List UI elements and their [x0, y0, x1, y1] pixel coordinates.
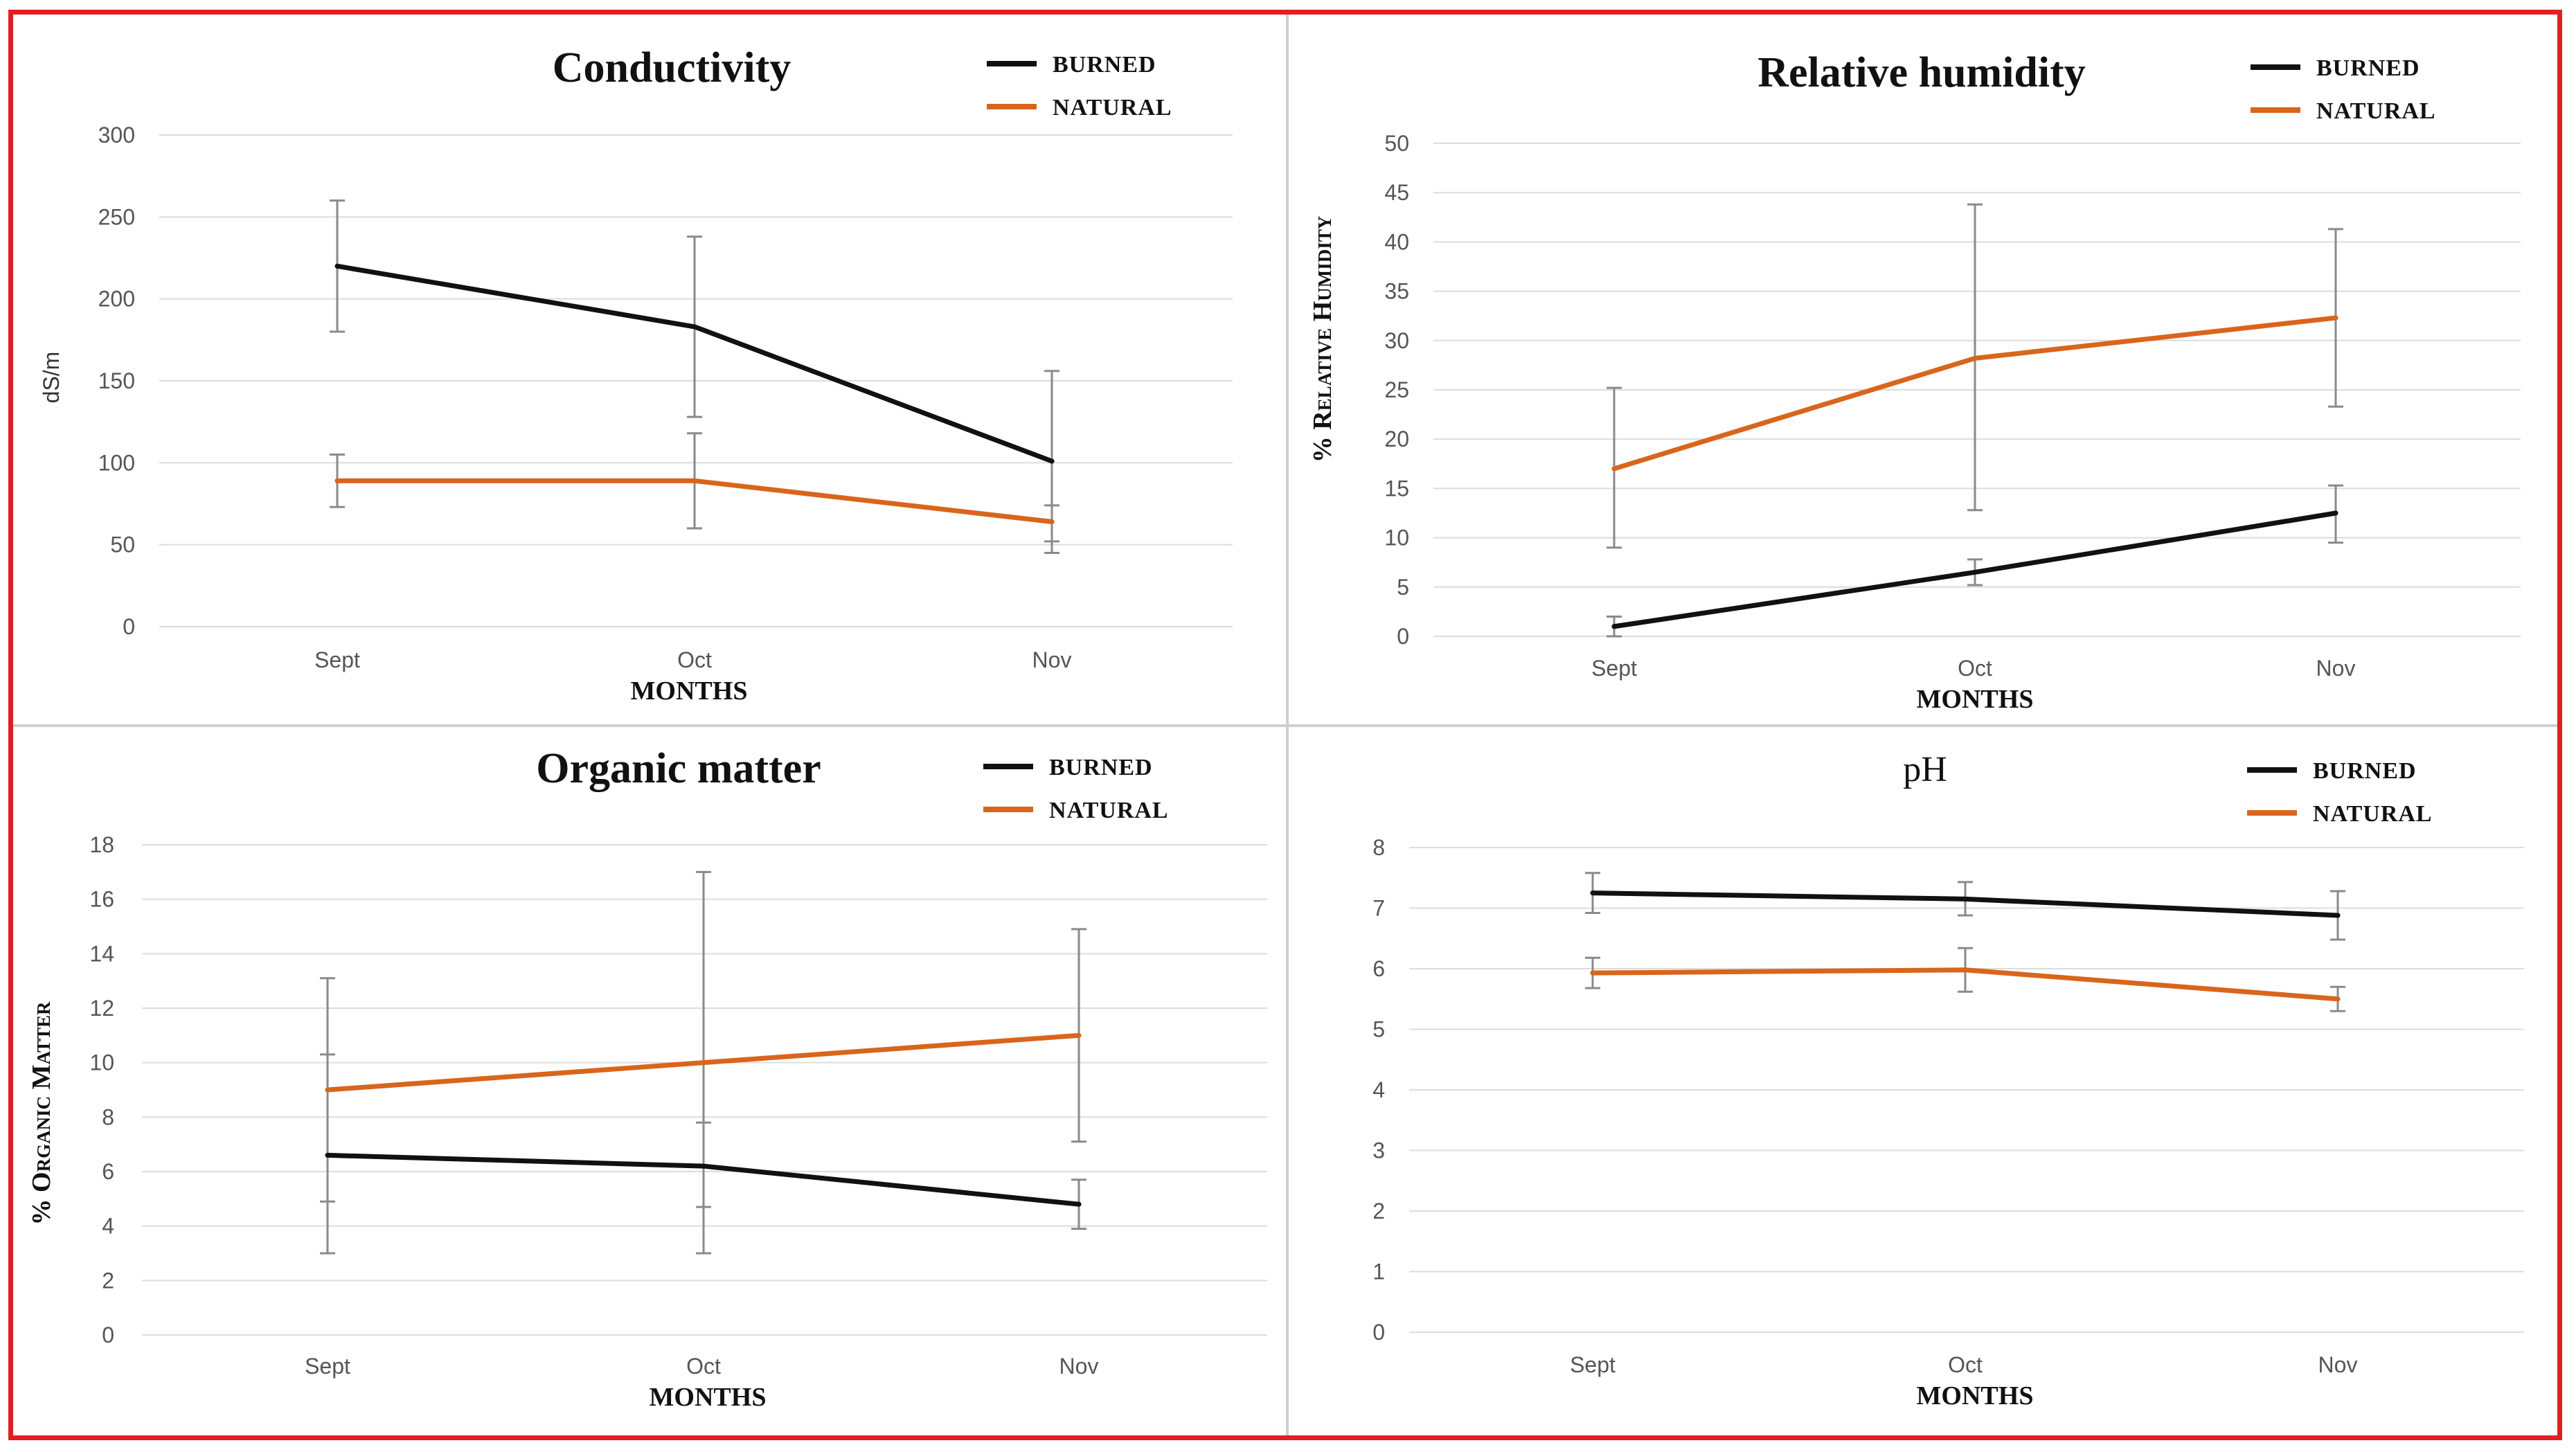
legend-label-burned: BURNED — [1053, 52, 1156, 78]
chart-title: Relative humidity — [1757, 49, 2086, 96]
data-point-burned — [334, 263, 340, 269]
legend-label-natural: NATURAL — [2316, 98, 2436, 124]
data-point-burned — [2335, 913, 2341, 918]
y-tick-label: 20 — [1384, 427, 1409, 451]
x-tick-label: Nov — [2318, 1352, 2358, 1377]
y-tick-label: 10 — [89, 1050, 114, 1075]
data-point-burned — [325, 1152, 330, 1158]
y-tick-label: 16 — [89, 887, 114, 912]
legend-label-natural: NATURAL — [2313, 801, 2433, 827]
legend-label-natural: NATURAL — [1049, 798, 1169, 823]
x-tick-label: Oct — [1948, 1352, 1983, 1377]
data-point-burned — [2333, 510, 2338, 516]
relative-humidity-chart: 0 5 10 15 20 25 30 35 40 45 50 Sept Oct Nov Relative h… — [1308, 49, 2521, 714]
y-tick-label: 8 — [1372, 835, 1385, 860]
y-tick-label: 45 — [1384, 180, 1409, 205]
data-point-natural — [1076, 1032, 1082, 1038]
y-tick-label: 300 — [98, 123, 135, 147]
horizontal-divider — [13, 724, 2557, 727]
legend-label-burned: BURNED — [2313, 758, 2417, 784]
data-point-burned — [1049, 458, 1055, 464]
x-tick-label: Nov — [1032, 647, 1072, 672]
x-tick-label: Oct — [686, 1354, 721, 1379]
data-point-natural — [1962, 967, 1968, 973]
y-tick-label: 0 — [1397, 624, 1409, 649]
data-point-burned — [692, 324, 697, 330]
data-point-natural — [2335, 996, 2341, 1002]
data-point-natural — [1611, 466, 1617, 472]
y-tick-label: 8 — [102, 1104, 114, 1129]
legend-label-burned: BURNED — [1049, 755, 1153, 780]
y-tick-label: 6 — [102, 1159, 114, 1184]
y-tick-label: 0 — [102, 1323, 114, 1347]
x-tick-label: Sept — [314, 647, 360, 672]
y-tick-label: 50 — [110, 532, 135, 557]
data-point-burned — [1962, 896, 1968, 902]
x-axis-label: MONTHS — [1917, 1381, 2034, 1410]
legend-label-natural: NATURAL — [1053, 95, 1172, 120]
y-tick-label: 250 — [98, 204, 135, 229]
y-tick-label: 6 — [1372, 956, 1385, 981]
x-axis-label: MONTHS — [650, 1383, 767, 1412]
y-tick-label: 50 — [1384, 131, 1409, 156]
x-tick-label: Nov — [1059, 1354, 1099, 1379]
data-point-natural — [334, 478, 340, 483]
chart-title: Conductivity — [553, 44, 791, 91]
chart-title: pH — [1903, 750, 1947, 789]
y-axis-label: dS/m — [39, 352, 64, 404]
data-point-natural — [1972, 355, 1978, 361]
x-tick-label: Oct — [677, 647, 712, 672]
y-tick-label: 1 — [1372, 1260, 1385, 1284]
y-tick-label: 4 — [102, 1214, 114, 1239]
conductivity-chart: 0 50 100 150 200 250 300 Sept Oct Nov Conductivity… — [39, 44, 1233, 706]
y-tick-label: 35 — [1384, 279, 1409, 304]
y-tick-label: 0 — [123, 614, 135, 639]
organic-matter-chart: 0 2 4 6 8 10 12 14 16 18 Sept Oct Nov Organic matter M… — [27, 745, 1267, 1412]
data-point-burned — [1611, 624, 1617, 629]
x-tick-label: Sept — [1591, 656, 1637, 681]
y-tick-label: 25 — [1384, 377, 1409, 402]
data-point-burned — [1972, 569, 1978, 575]
data-point-natural — [1590, 970, 1595, 976]
x-axis-label: MONTHS — [1917, 685, 2034, 714]
y-tick-label: 30 — [1384, 328, 1409, 353]
y-tick-label: 4 — [1372, 1077, 1385, 1102]
y-tick-label: 200 — [98, 287, 135, 312]
y-tick-label: 3 — [1372, 1138, 1385, 1163]
y-tick-label: 15 — [1384, 476, 1409, 501]
ph-chart: 0 1 2 3 4 5 6 7 8 Sept Oct Nov pH MONTHS BURNED NATURAL — [1372, 750, 2524, 1410]
y-tick-label: 14 — [89, 941, 114, 966]
data-point-natural — [701, 1060, 706, 1066]
y-tick-label: 40 — [1384, 229, 1409, 254]
y-axis-label: % Organic Matter — [27, 1001, 56, 1225]
data-point-burned — [1590, 890, 1595, 896]
y-tick-label: 2 — [1372, 1199, 1385, 1224]
y-tick-label: 7 — [1372, 896, 1385, 921]
y-axis-label: % Relative Humidity — [1308, 216, 1337, 463]
legend-label-burned: BURNED — [2316, 55, 2420, 81]
y-tick-label: 150 — [98, 368, 135, 393]
data-point-natural — [325, 1087, 330, 1093]
x-tick-label: Oct — [1958, 656, 1992, 681]
data-point-natural — [1049, 519, 1055, 525]
data-point-burned — [1076, 1201, 1082, 1207]
chart-title: Organic matter — [536, 745, 821, 792]
y-tick-label: 5 — [1397, 575, 1409, 600]
x-tick-label: Sept — [1570, 1352, 1616, 1377]
y-tick-label: 100 — [98, 450, 135, 475]
y-tick-label: 2 — [102, 1268, 114, 1293]
x-tick-label: Nov — [2316, 656, 2356, 681]
data-point-natural — [2333, 315, 2338, 321]
data-point-natural — [692, 478, 697, 483]
figure-frame — [8, 10, 2562, 1440]
y-tick-label: 0 — [1372, 1320, 1385, 1345]
data-point-burned — [701, 1163, 706, 1169]
x-tick-label: Sept — [305, 1354, 350, 1379]
x-axis-label: MONTHS — [631, 676, 748, 706]
y-tick-label: 18 — [89, 832, 114, 857]
y-tick-label: 12 — [89, 996, 114, 1021]
y-tick-label: 5 — [1372, 1017, 1385, 1042]
y-tick-label: 10 — [1384, 526, 1409, 550]
